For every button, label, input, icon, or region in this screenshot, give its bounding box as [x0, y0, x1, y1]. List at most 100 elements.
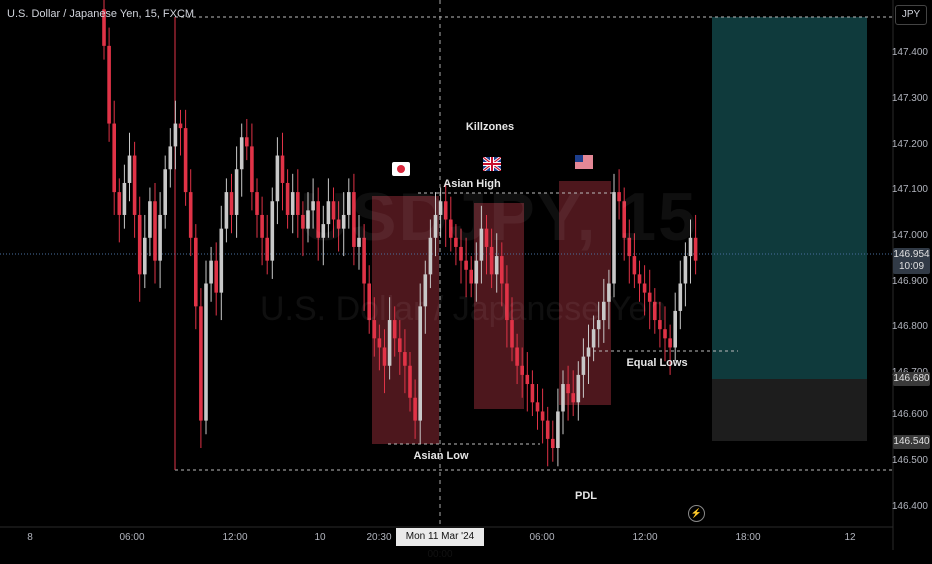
candle-body [566, 384, 570, 394]
time-tick: 12:00 [222, 532, 248, 543]
candle-body [602, 301, 606, 321]
candle-body [494, 256, 499, 275]
candle-body [454, 237, 458, 247]
candle-body [642, 283, 647, 293]
candle-body [178, 123, 183, 129]
candle-body [688, 237, 693, 257]
candle-body [270, 201, 275, 261]
candle-body [581, 356, 586, 375]
candle-body [265, 237, 269, 261]
candle-body [296, 192, 300, 215]
candle-body [275, 155, 280, 202]
candle-body [693, 237, 698, 261]
candle-body [392, 320, 397, 339]
price-tick: 147.000 [891, 230, 928, 241]
price-tick: 147.200 [891, 139, 928, 150]
candle-body [255, 192, 259, 215]
candle-body [403, 352, 407, 366]
price-tick: 146.600 [891, 409, 928, 420]
pdl-label: PDL [575, 490, 597, 502]
candle-body [382, 347, 387, 366]
crosshair-time-label: Mon 11 Mar '24 00:00 [396, 528, 484, 560]
candle-body [423, 274, 428, 307]
currency-button[interactable]: JPY [895, 5, 927, 25]
candle-body [479, 228, 484, 261]
candle-body [306, 210, 310, 229]
time-tick: 12:00 [632, 532, 658, 543]
candle-body [250, 146, 254, 193]
uk-flag-icon [483, 157, 501, 171]
candle-body [326, 201, 331, 225]
price-chart[interactable] [0, 0, 932, 550]
candle-body [637, 274, 642, 284]
candle-body [183, 128, 188, 193]
asian-killzone-box [372, 196, 439, 444]
candle-body [464, 260, 468, 270]
candle-body [173, 123, 178, 147]
candle-body [219, 228, 224, 293]
candle-body [505, 283, 509, 321]
target-zone [712, 17, 867, 379]
candle-body [520, 365, 524, 375]
candle-body [530, 384, 535, 403]
lightning-icon[interactable]: ⚡ [688, 505, 705, 522]
candle-body [658, 320, 662, 330]
candle-body [678, 283, 683, 311]
target-price-tag: 146.680 [893, 372, 930, 386]
candlestick-series [102, 0, 698, 467]
candle-body [347, 192, 351, 215]
watermark-symbol: USDJPY, 15 [300, 179, 698, 255]
candle-body [168, 146, 173, 170]
candle-body [321, 224, 326, 238]
candle-body [586, 347, 591, 357]
candle-body [484, 228, 489, 247]
candle-body [112, 123, 116, 193]
candle-body [387, 320, 392, 366]
candle-body [127, 155, 132, 183]
candle-body [137, 214, 142, 275]
price-tick: 147.300 [891, 93, 928, 104]
equal-lows-label: Equal Lows [626, 357, 688, 369]
candle-body [668, 338, 672, 348]
stop-zone [712, 379, 867, 441]
candle-body [449, 219, 453, 238]
us-flag-icon [575, 155, 593, 169]
candle-body [234, 169, 239, 215]
time-tick: 8 [27, 532, 33, 543]
candle-body [280, 155, 285, 183]
candle-body [336, 219, 341, 229]
price-tick: 146.800 [891, 321, 928, 332]
current-price-tag: 146.954 10:09 [893, 248, 930, 274]
candle-body [515, 347, 519, 366]
candle-body [653, 301, 657, 321]
time-tick: 06:00 [119, 532, 145, 543]
asian-high-label: Asian High [443, 178, 501, 190]
candle-body [673, 310, 677, 348]
candle-body [362, 237, 366, 284]
candle-body [525, 374, 530, 385]
candle-body [367, 283, 371, 321]
candle-body [535, 402, 540, 412]
candle-body [459, 246, 463, 261]
candle-body [290, 192, 295, 215]
time-tick: 20:30 [366, 532, 392, 543]
candle-body [214, 260, 218, 293]
time-tick: 18:00 [735, 532, 761, 543]
candle-body [443, 201, 448, 220]
candle-body [357, 237, 361, 247]
candle-body [647, 292, 652, 302]
chart-title: U.S. Dollar / Japanese Yen, 15, FXCM [7, 8, 195, 20]
time-tick: 06:00 [529, 532, 555, 543]
candle-body [545, 420, 550, 439]
candle-body [540, 411, 545, 421]
candle-body [285, 182, 290, 215]
candle-body [556, 411, 560, 449]
time-tick: 10 [314, 532, 326, 543]
candle-body [188, 192, 193, 238]
candle-body [576, 374, 581, 403]
current-price-value: 146.954 [893, 249, 930, 260]
candle-body [413, 397, 417, 421]
candle-body [418, 306, 422, 421]
price-tick: 146.500 [891, 455, 928, 466]
candle-body [510, 320, 514, 348]
